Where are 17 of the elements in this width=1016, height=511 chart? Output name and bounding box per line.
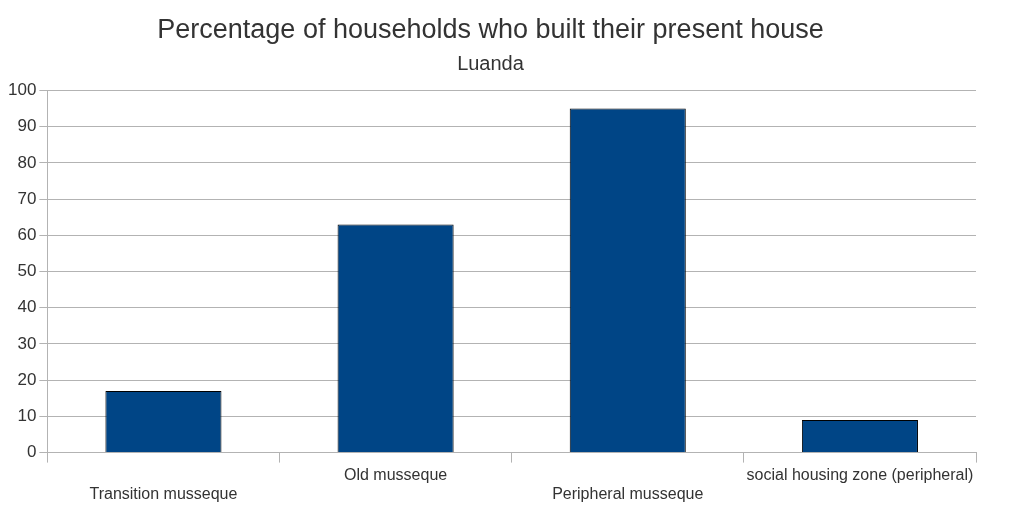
y-tick-label: 30 xyxy=(17,333,37,353)
y-tick-label: 70 xyxy=(17,188,37,208)
y-tick-label: 80 xyxy=(17,152,37,172)
y-tick-label: 90 xyxy=(17,116,37,136)
chart-subtitle: Luanda xyxy=(457,51,525,74)
y-tick-label: 40 xyxy=(17,297,37,317)
y-tick-label: 50 xyxy=(17,261,37,281)
chart-title: Percentage of households who built their present house xyxy=(157,13,824,44)
y-tick-label: 10 xyxy=(17,406,37,426)
x-tick-label: Peripheral musseque xyxy=(552,484,704,502)
x-tick-label: Old musseque xyxy=(344,465,448,483)
x-tick-label: social housing zone (peripheral) xyxy=(746,465,974,483)
y-tick-label: 0 xyxy=(26,442,37,462)
y-tick-label: 100 xyxy=(7,80,37,100)
x-tick-label: Transition musseque xyxy=(89,484,238,502)
y-tick-label: 20 xyxy=(17,369,37,389)
y-tick-label: 60 xyxy=(17,224,37,244)
